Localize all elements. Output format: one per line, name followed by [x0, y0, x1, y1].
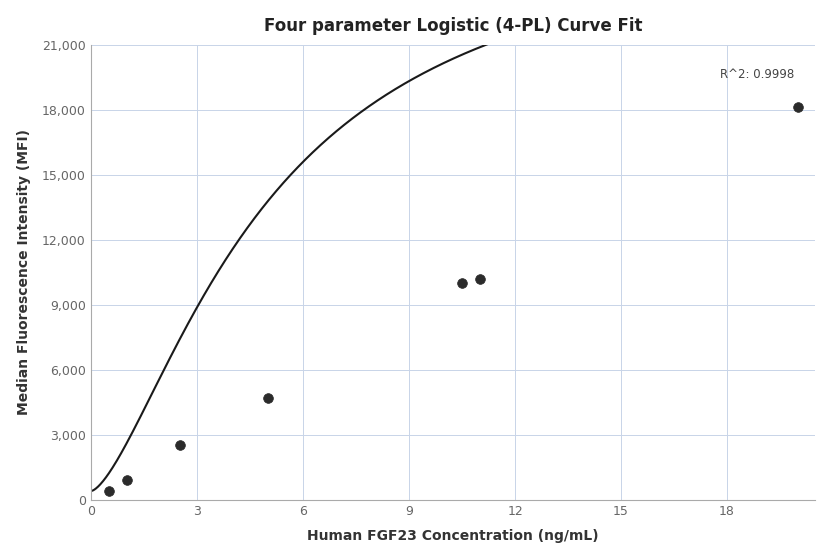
Text: R^2: 0.9998: R^2: 0.9998 [720, 68, 795, 81]
Y-axis label: Median Fluorescence Intensity (MFI): Median Fluorescence Intensity (MFI) [17, 129, 31, 415]
X-axis label: Human FGF23 Concentration (ng/mL): Human FGF23 Concentration (ng/mL) [308, 529, 599, 543]
Point [455, 278, 468, 287]
Point [261, 393, 275, 402]
Title: Four parameter Logistic (4-PL) Curve Fit: Four parameter Logistic (4-PL) Curve Fit [264, 17, 642, 35]
Point [791, 103, 805, 112]
Point [473, 274, 487, 283]
Point [173, 441, 186, 450]
Point [120, 475, 133, 484]
Point [102, 487, 116, 496]
